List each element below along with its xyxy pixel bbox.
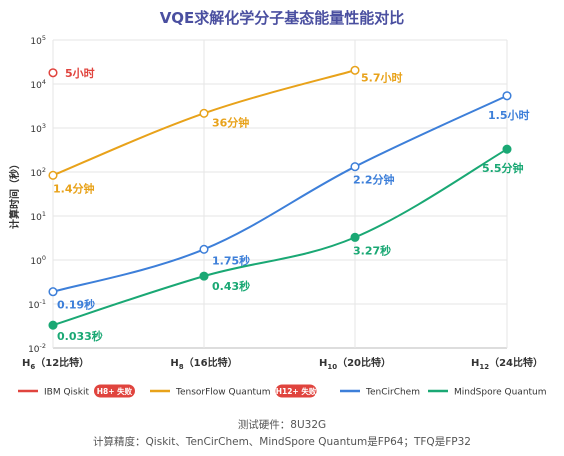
y-tick-label: 102 — [30, 166, 46, 179]
footer-hardware: 测试硬件：8U32G — [237, 419, 327, 431]
data-label-tensorflow-quantum: 36分钟 — [212, 115, 249, 129]
data-label-mindspore-quantum: 5.5分钟 — [482, 161, 524, 175]
data-point-tencirchem — [199, 244, 209, 254]
y-tick-label: 101 — [30, 210, 46, 223]
data-point-tensorflow-quantum — [350, 65, 360, 75]
y-tick-label: 100 — [30, 254, 46, 267]
x-tick-label: H8（16比特） — [170, 356, 237, 371]
data-point-tencirchem — [502, 91, 512, 101]
series-line-mindspore-quantum — [52, 148, 508, 327]
data-label-mindspore-quantum: 0.43秒 — [212, 279, 250, 293]
data-label-tencirchem: 2.2分钟 — [353, 173, 395, 187]
legend: IBM Qiskit H8+ 失败 TensorFlow Quantum H12+ 失… — [18, 384, 547, 398]
chart-title: VQE求解化学分子基态能量性能对比 — [160, 9, 405, 27]
x-tick-label: H10（20比特） — [319, 356, 391, 371]
data-point-mindspore-quantum — [48, 320, 58, 330]
axes: 10-2 10-1 100 101 102 103 104 105 H6（12比特） H8（16比… — [8, 34, 543, 371]
y-tick-label: 104 — [30, 78, 46, 91]
data-point-mindspore-quantum — [350, 232, 360, 242]
footer-precision: 计算精度：Qiskit、TenCirChem、MindSpore Quantum… — [93, 436, 471, 448]
data-label-tencirchem: 0.19秒 — [57, 298, 95, 312]
data-point-tencirchem — [350, 162, 360, 172]
data-point-mindspore-quantum — [199, 271, 209, 281]
x-tick-label: H12（24比特） — [471, 356, 543, 371]
legend-fail-badge — [275, 384, 317, 398]
legend-label-mindspore-quantum: MindSpore Quantum — [454, 388, 547, 398]
data-label-ibm-qiskit: 5小时 — [65, 66, 95, 80]
legend-fail-badge-text: H12+ 失败 — [276, 386, 317, 396]
series: 5小时 1.4分钟 36分钟 5.7小时 0.19秒 1.75秒 2.2分钟 1.5小时 0.0… — [48, 65, 530, 343]
y-tick-label: 10-2 — [28, 342, 46, 355]
data-point-ibm-qiskit — [48, 68, 58, 78]
y-tick-label: 103 — [30, 122, 46, 135]
legend-label-tensorflow-quantum: TensorFlow Quantum — [175, 388, 271, 398]
legend-label-ibm-qiskit: IBM Qiskit — [44, 388, 89, 398]
data-label-mindspore-quantum: 3.27秒 — [353, 243, 391, 257]
legend-fail-badge — [93, 384, 135, 398]
data-label-mindspore-quantum: 0.033秒 — [57, 329, 103, 343]
data-point-tensorflow-quantum — [48, 170, 58, 180]
legend-fail-badge-text: H8+ 失败 — [97, 386, 133, 396]
data-point-mindspore-quantum — [502, 144, 512, 154]
data-point-tencirchem — [48, 287, 58, 297]
series-line-tencirchem — [52, 94, 508, 293]
data-label-tencirchem: 1.5小时 — [488, 108, 530, 122]
chart: VQE求解化学分子基态能量性能对比 10-210-110010110210310… — [8, 9, 547, 398]
y-tick-label: 10-1 — [28, 298, 46, 311]
y-tick-label: 105 — [30, 34, 46, 47]
data-point-tensorflow-quantum — [199, 108, 209, 118]
data-label-tensorflow-quantum: 5.7小时 — [361, 70, 403, 84]
legend-label-tencirchem: TenCirChem — [365, 388, 420, 398]
x-tick-label: H6（12比特） — [22, 356, 89, 371]
data-label-tencirchem: 1.75秒 — [212, 253, 250, 267]
data-label-tensorflow-quantum: 1.4分钟 — [53, 181, 95, 195]
y-axis-label: 计算时间（秒） — [8, 159, 21, 229]
